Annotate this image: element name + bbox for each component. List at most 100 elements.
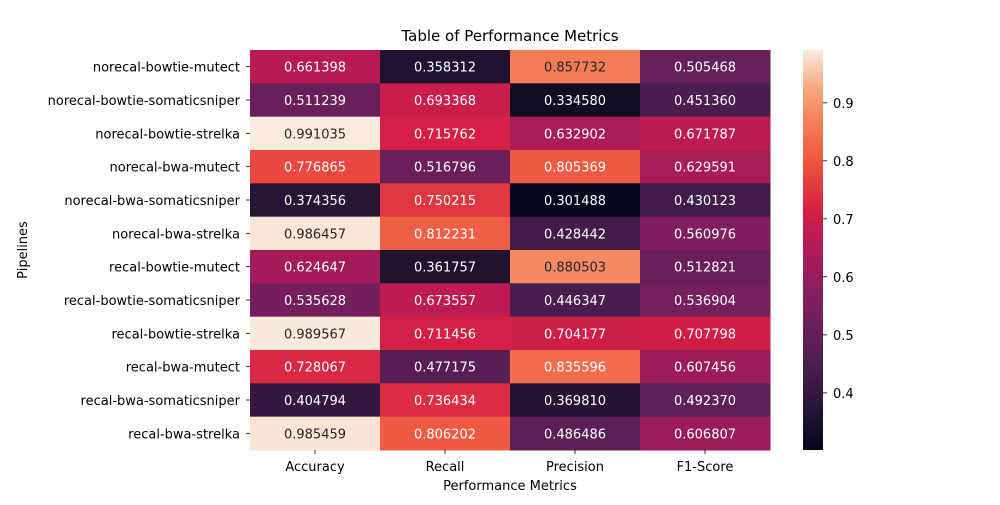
- cell-value-label: 0.511239: [284, 94, 346, 109]
- cell-value-label: 0.334580: [544, 94, 606, 109]
- cell-value-label: 0.446347: [544, 294, 606, 309]
- cell-value-label: 0.428442: [544, 227, 606, 242]
- y-tick-label: norecal-bowtie-mutect: [93, 61, 240, 76]
- heatmap-cell: [640, 50, 771, 84]
- heatmap-cell: [510, 83, 641, 118]
- colorbar-tick-label: 0.7: [833, 213, 854, 228]
- heatmap-cell: [380, 350, 511, 384]
- cell-value-label: 0.632902: [544, 127, 606, 142]
- cell-value-label: 0.624647: [284, 261, 346, 276]
- cell-value-label: 0.374356: [284, 194, 346, 209]
- heatmap-cell: [640, 116, 771, 151]
- heatmap-cell: [640, 283, 771, 318]
- heatmap-cell: [640, 316, 771, 351]
- heatmap-cell: [380, 283, 511, 318]
- heatmap-cell: [250, 150, 381, 184]
- cell-value-label: 0.451360: [674, 94, 736, 109]
- x-tick-label: Accuracy: [285, 460, 345, 475]
- heatmap-cell: [250, 416, 381, 451]
- cell-value-label: 0.806202: [414, 427, 476, 442]
- cell-value-label: 0.857732: [544, 61, 606, 76]
- cell-value-label: 0.301488: [544, 194, 606, 209]
- heatmap-cell: [510, 116, 641, 151]
- cell-value-label: 0.606807: [674, 427, 736, 442]
- x-tick-label: Recall: [426, 460, 465, 475]
- chart-title: Table of Performance Metrics: [400, 27, 618, 45]
- heatmap-cell: [380, 50, 511, 84]
- heatmap-cell: [380, 383, 511, 418]
- cell-value-label: 0.512821: [674, 261, 736, 276]
- heatmap-cell: [640, 83, 771, 118]
- heatmap-cell: [510, 183, 641, 218]
- heatmap-cell: [380, 250, 511, 284]
- heatmap-cell: [510, 316, 641, 351]
- y-tick-label: norecal-bowtie-strelka: [95, 127, 240, 142]
- y-tick-label: norecal-bwa-somaticsniper: [64, 194, 240, 209]
- cell-value-label: 0.477175: [414, 361, 476, 376]
- cell-value-label: 0.805369: [544, 161, 606, 176]
- heatmap-cell: [510, 283, 641, 318]
- y-tick-label: recal-bowtie-strelka: [111, 327, 240, 342]
- heatmap-cell: [250, 250, 381, 284]
- heatmap-cell: [380, 150, 511, 184]
- cell-value-label: 0.505468: [674, 61, 736, 76]
- heatmap-cell: [250, 83, 381, 118]
- cell-value-label: 0.673557: [414, 294, 476, 309]
- cell-value-label: 0.812231: [414, 227, 476, 242]
- y-axis-label: Pipelines: [16, 221, 31, 279]
- heatmap-cell: [250, 116, 381, 151]
- colorbar-tick-label: 0.4: [833, 387, 854, 402]
- cell-value-label: 0.707798: [674, 327, 736, 342]
- heatmap-cell: [250, 283, 381, 318]
- y-tick-label: norecal-bwa-strelka: [112, 227, 240, 242]
- heatmap-cell: [380, 416, 511, 451]
- y-tick-label: recal-bwa-mutect: [126, 361, 240, 376]
- cell-value-label: 0.736434: [414, 394, 476, 409]
- colorbar-tick-label: 0.9: [833, 97, 854, 112]
- cell-value-label: 0.750215: [414, 194, 476, 209]
- y-tick-label: recal-bowtie-somaticsniper: [64, 294, 241, 309]
- heatmap-cell: [380, 316, 511, 351]
- colorbar: [803, 50, 823, 450]
- heatmap-cell: [510, 216, 641, 251]
- heatmap-cell: [640, 183, 771, 218]
- x-tick-label: Precision: [546, 460, 604, 475]
- heatmap-cell: [510, 350, 641, 384]
- cell-value-label: 0.535628: [284, 294, 346, 309]
- heatmap-cell: [640, 350, 771, 384]
- cell-value-label: 0.560976: [674, 227, 736, 242]
- heatmap-cell: [250, 316, 381, 351]
- cell-value-label: 0.358312: [414, 61, 476, 76]
- x-tick-label: F1-Score: [677, 460, 734, 475]
- cell-value-label: 0.989567: [284, 327, 346, 342]
- heatmap-cell: [250, 216, 381, 251]
- x-axis-label: Performance Metrics: [443, 479, 577, 494]
- heatmap-cell: [510, 50, 641, 84]
- heatmap-cell: [380, 116, 511, 151]
- heatmap-cell: [380, 183, 511, 218]
- cell-value-label: 0.516796: [414, 161, 476, 176]
- cell-value-label: 0.986457: [284, 227, 346, 242]
- cell-value-label: 0.776865: [284, 161, 346, 176]
- cell-value-label: 0.693368: [414, 94, 476, 109]
- heatmap-cell: [380, 83, 511, 118]
- cell-value-label: 0.361757: [414, 261, 476, 276]
- cell-value-label: 0.492370: [674, 394, 736, 409]
- heatmap-cell: [640, 383, 771, 418]
- cell-value-label: 0.629591: [674, 161, 736, 176]
- y-tick-label: norecal-bwa-mutect: [110, 161, 240, 176]
- heatmap-cell: [510, 416, 641, 451]
- cell-value-label: 0.486486: [544, 427, 606, 442]
- heatmap-cell: [250, 50, 381, 84]
- heatmap-cell: [640, 216, 771, 251]
- heatmap-cell: [510, 383, 641, 418]
- cell-value-label: 0.711456: [414, 327, 476, 342]
- heatmap-cell: [640, 150, 771, 184]
- cell-value-label: 0.715762: [414, 127, 476, 142]
- heatmap-cell: [380, 216, 511, 251]
- cell-value-label: 0.991035: [284, 127, 346, 142]
- cell-value-label: 0.880503: [544, 261, 606, 276]
- cell-value-label: 0.835596: [544, 361, 606, 376]
